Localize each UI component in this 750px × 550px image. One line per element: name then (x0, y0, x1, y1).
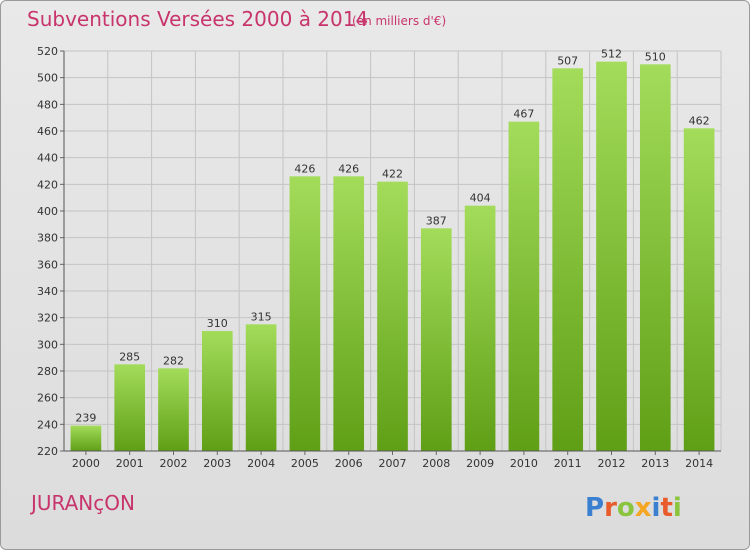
y-tick-label: 460 (37, 125, 58, 138)
bar-2006 (333, 176, 365, 452)
y-tick-label: 500 (37, 72, 58, 85)
x-tick-label: 2003 (203, 457, 231, 470)
x-tick-label: 2012 (598, 457, 626, 470)
y-tick-label: 400 (37, 205, 58, 218)
y-tick-label: 320 (37, 312, 58, 325)
bar-2004 (245, 324, 277, 451)
bar-2002 (158, 368, 189, 451)
x-tick-label: 2004 (247, 457, 275, 470)
axes: 220 240 260 280 300 320 340 360 380 400 420 440 460 4… (37, 45, 721, 470)
bar-2005 (289, 176, 321, 452)
commune-name: JURANçON (31, 491, 135, 515)
x-tick-label: 2013 (641, 457, 669, 470)
y-tick-label: 360 (37, 258, 58, 271)
bars: 239 285 282 310 315 426 426 422 387 404 467 507 512 5… (70, 48, 715, 452)
x-tick-label: 2001 (116, 457, 144, 470)
value-label: 512 (601, 48, 622, 61)
y-tick-label: 420 (37, 178, 58, 191)
bar-2014 (683, 128, 715, 451)
bar-2012 (596, 61, 627, 452)
y-tick-label: 380 (37, 232, 58, 245)
y-tick-label: 220 (37, 445, 58, 458)
value-label: 507 (557, 54, 578, 67)
bar-2010 (508, 121, 540, 452)
x-tick-label: 2002 (160, 457, 188, 470)
bar-2003 (201, 331, 233, 451)
svg-text:Proxiti: Proxiti (585, 493, 682, 522)
y-tick-label: 300 (37, 338, 58, 351)
x-tick-label: 2008 (422, 457, 450, 470)
bar-2008 (420, 228, 452, 451)
value-label: 315 (251, 310, 272, 323)
bar-2007 (377, 181, 408, 451)
x-tick-label: 2007 (379, 457, 407, 470)
y-tick-label: 440 (37, 152, 58, 165)
bar-2000 (70, 425, 102, 451)
x-tick-label: 2014 (685, 457, 713, 470)
x-tick-label: 2009 (466, 457, 494, 470)
y-tick-label: 340 (37, 285, 58, 298)
value-label: 426 (294, 162, 315, 175)
y-tick-label: 520 (37, 45, 58, 58)
value-label: 462 (689, 114, 710, 127)
x-tick-label: 2010 (510, 457, 538, 470)
proxiti-logo: Proxiti (585, 493, 682, 522)
value-label: 387 (426, 214, 447, 227)
value-label: 285 (119, 350, 140, 363)
bar-2011 (552, 68, 584, 451)
x-tick-label: 2005 (291, 457, 319, 470)
value-label: 426 (338, 162, 359, 175)
unit-label: (en milliers d'€) (352, 14, 447, 28)
bar-2001 (114, 364, 146, 451)
value-label: 404 (470, 192, 491, 205)
bar-2009 (464, 205, 496, 451)
bar-2013 (639, 64, 671, 452)
value-label: 510 (645, 50, 666, 63)
y-tick-label: 240 (37, 418, 58, 431)
value-label: 422 (382, 168, 403, 181)
x-tick-label: 2006 (335, 457, 363, 470)
y-tick-label: 480 (37, 98, 58, 111)
y-tick-label: 260 (37, 392, 58, 405)
value-label: 239 (75, 412, 96, 425)
value-label: 282 (163, 354, 184, 367)
value-label: 467 (513, 108, 534, 121)
x-tick-label: 2011 (554, 457, 582, 470)
y-tick-label: 280 (37, 365, 58, 378)
x-tick-label: 2000 (72, 457, 100, 470)
value-label: 310 (207, 317, 228, 330)
chart-title: Subventions Versées 2000 à 2014 (27, 7, 369, 31)
